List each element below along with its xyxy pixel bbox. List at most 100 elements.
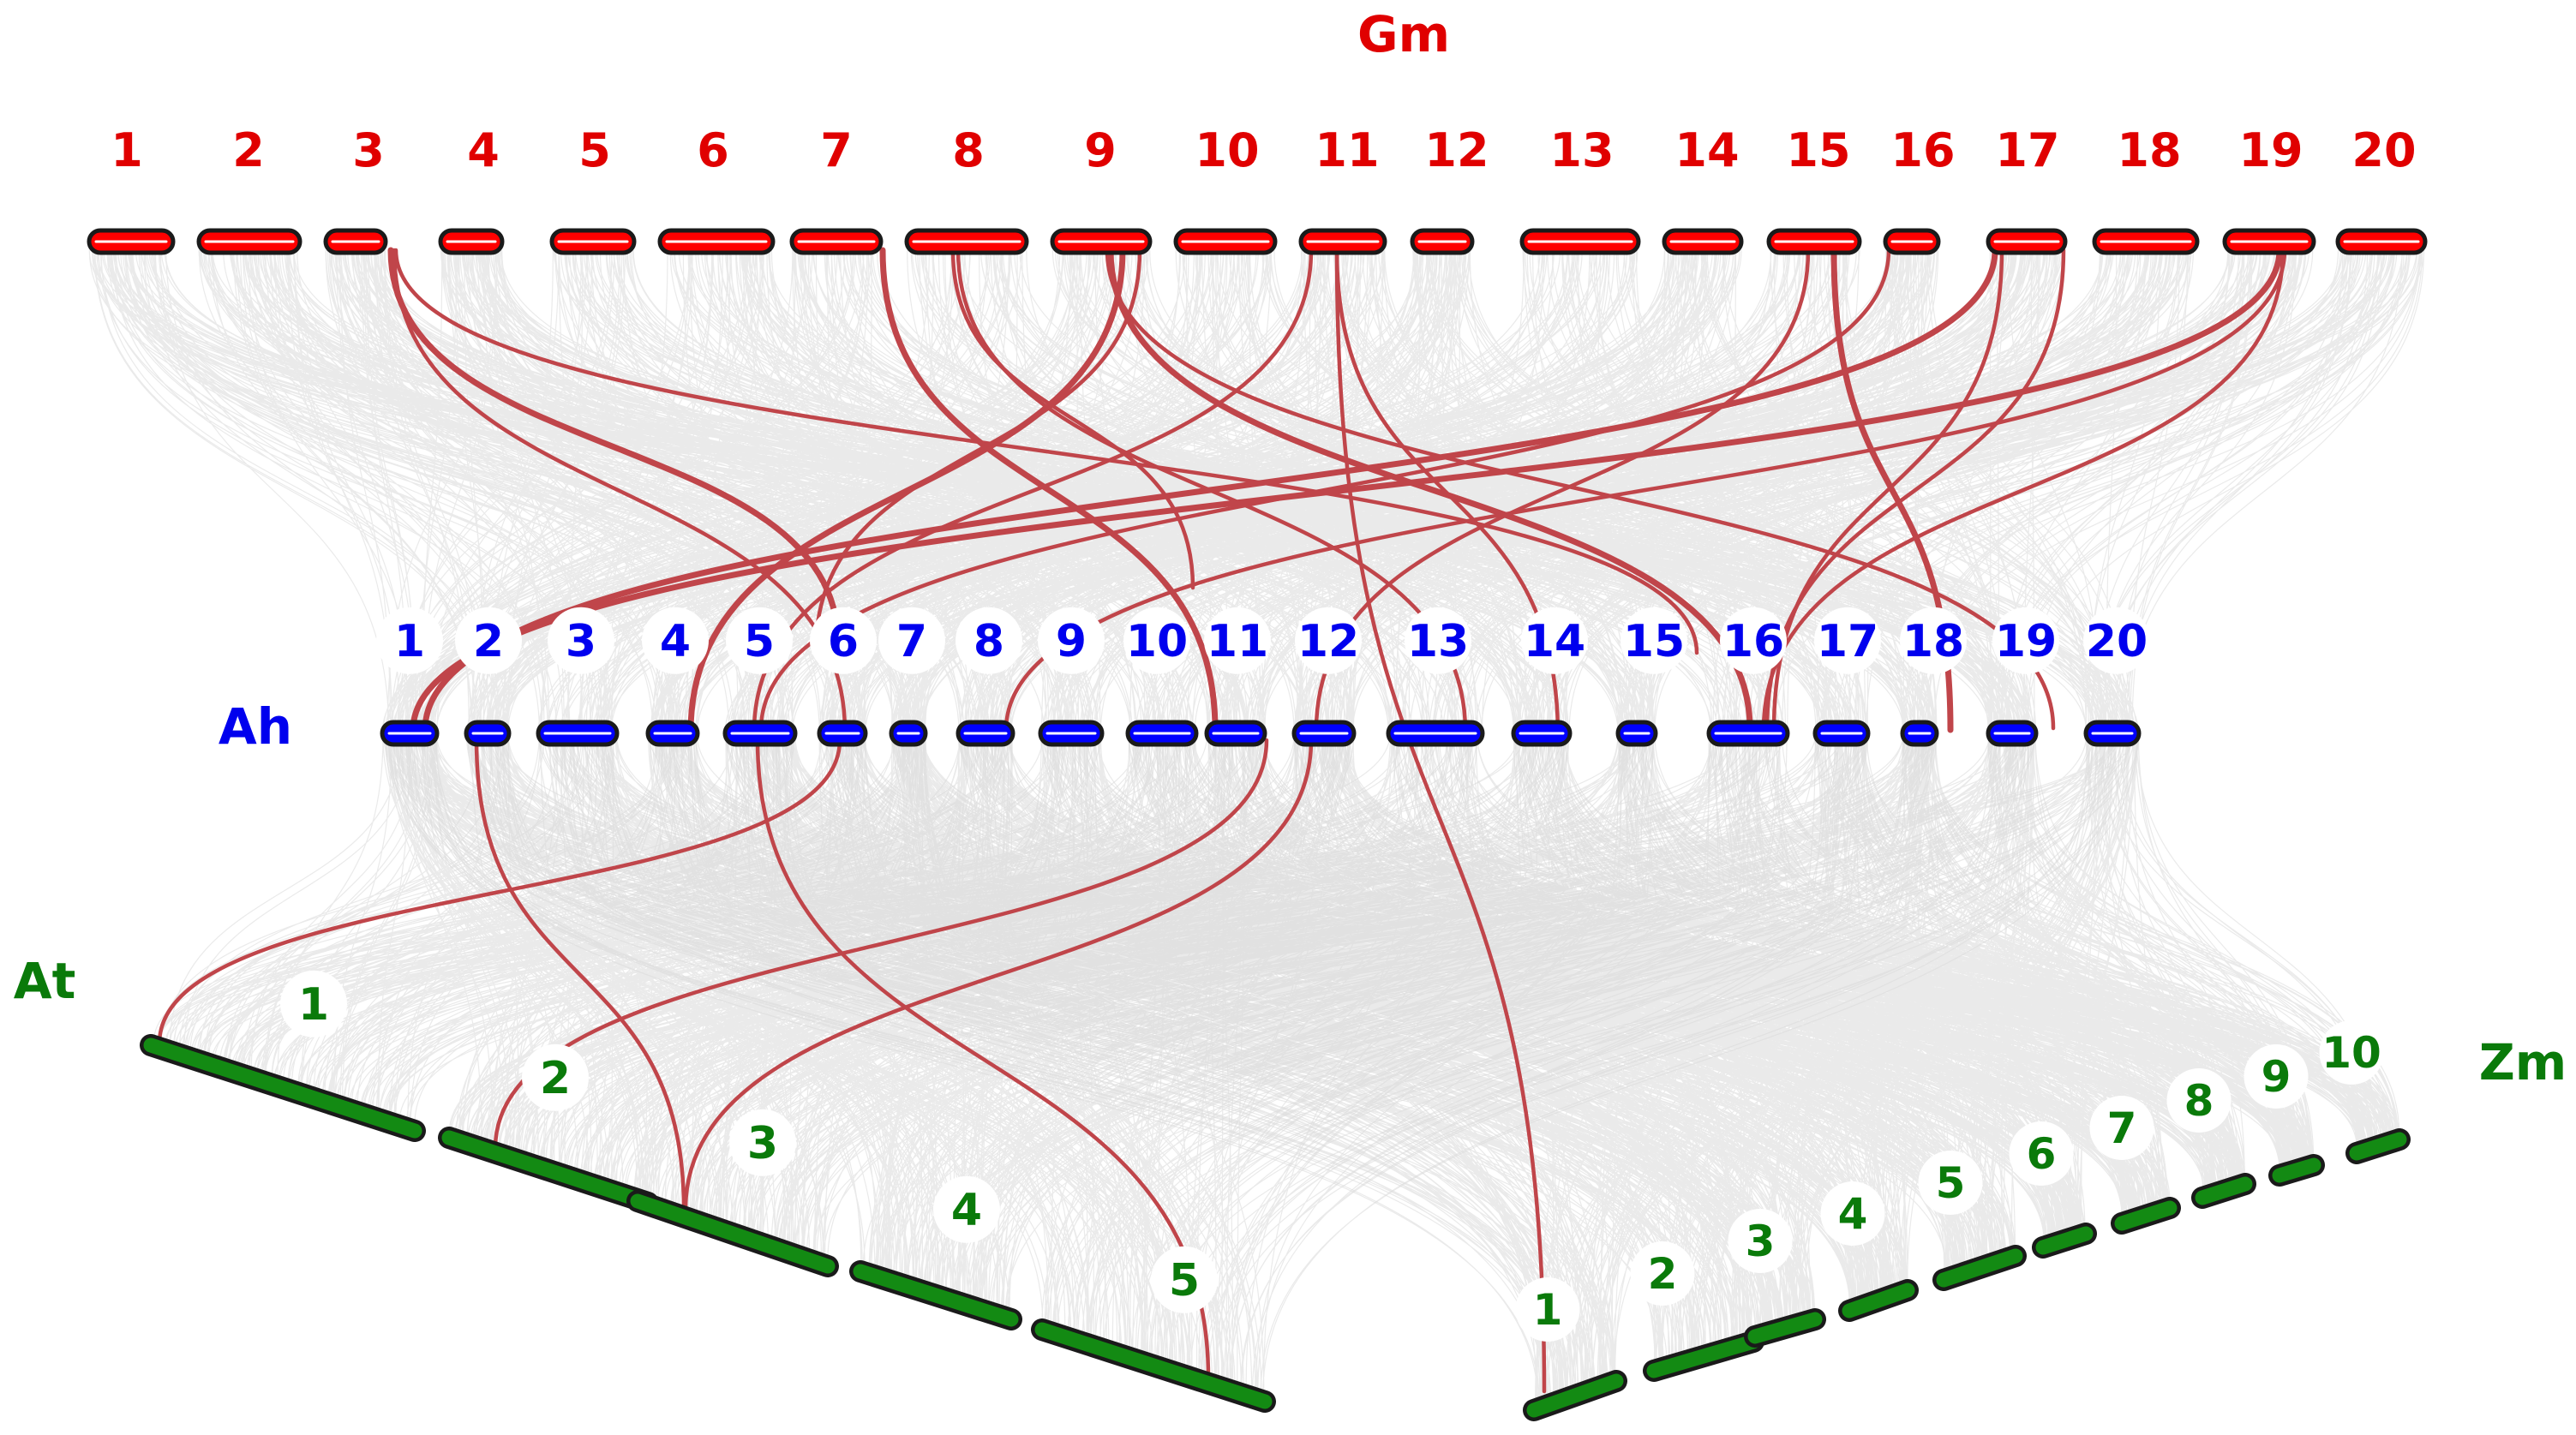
zm-chromosome-label-1: 1 bbox=[1533, 1285, 1563, 1335]
zm-chromosome-label-5: 5 bbox=[1936, 1158, 1966, 1208]
zm-chromosome-label-7: 7 bbox=[2107, 1103, 2137, 1153]
gm-chromosome-label-5: 5 bbox=[578, 123, 611, 177]
highlighted-link-ah-at bbox=[474, 738, 686, 1212]
zm-chromosome-bar-4 bbox=[1842, 1283, 1915, 1318]
gm-chromosome-label-16: 16 bbox=[1890, 123, 1955, 177]
highlighted-link-gm-ah bbox=[950, 248, 1195, 590]
at-chromosome-bar-5 bbox=[1034, 1322, 1273, 1409]
ah-chromosome-label-7-badge bbox=[878, 607, 945, 674]
ah-chromosome-label-14: 14 bbox=[1524, 616, 1585, 667]
ah-chromosome-label-3: 3 bbox=[566, 616, 596, 667]
highlighted-link-gm-ah bbox=[1107, 247, 1753, 732]
zm-chromosome-label-3: 3 bbox=[1746, 1217, 1776, 1266]
zm-chromosome-label-4-badge bbox=[1820, 1181, 1885, 1246]
ah-chromosome-label-11: 11 bbox=[1207, 616, 1268, 667]
gm-chromosome-label-4: 4 bbox=[467, 123, 500, 177]
highlighted-link-gm-ah bbox=[393, 248, 1699, 655]
ah-chromosome-label-13: 13 bbox=[1407, 616, 1469, 667]
at-chromosome-label-4-badge bbox=[933, 1175, 1000, 1243]
ah-chromosome-label-6: 6 bbox=[828, 616, 859, 667]
at-genome-label: At bbox=[14, 952, 76, 1010]
zm-chromosome-bar-7 bbox=[2114, 1200, 2178, 1231]
ah-chromosome-label-18: 18 bbox=[1902, 616, 1964, 667]
zm-chromosome-label-5-badge bbox=[1918, 1151, 1983, 1215]
gm-chromosome-label-10: 10 bbox=[1195, 123, 1259, 177]
zm-chromosome-label-1-badge bbox=[1515, 1277, 1580, 1342]
highlighted-link-gm-ah bbox=[410, 247, 2283, 733]
background-synteny-links bbox=[88, 249, 2425, 1405]
ah-chromosome-label-11-badge bbox=[1204, 607, 1271, 674]
gm-chromosome-label-1: 1 bbox=[111, 123, 143, 177]
gm-chromosome-label-2: 2 bbox=[232, 123, 265, 177]
zm-chromosome-label-2-badge bbox=[1630, 1241, 1695, 1306]
ah-chromosome-label-16-badge bbox=[1720, 607, 1787, 674]
zm-chromosome-bar-2 bbox=[1646, 1334, 1761, 1378]
ah-chromosome-label-5-badge bbox=[726, 607, 793, 674]
ah-chromosome-label-13-badge bbox=[1405, 607, 1471, 674]
at-chromosome-label-1: 1 bbox=[298, 979, 329, 1031]
ah-chromosome-label-12: 12 bbox=[1297, 616, 1359, 667]
ah-chromosome-label-15-badge bbox=[1620, 607, 1687, 674]
ah-chromosome-label-1-badge bbox=[376, 607, 443, 674]
zm-chromosome-bar-6 bbox=[2035, 1226, 2094, 1255]
highlighted-link-gm-ah bbox=[1761, 248, 2285, 732]
zm-genome-label: Zm bbox=[2479, 1033, 2567, 1091]
zm-chromosome-bar-5 bbox=[1936, 1248, 2023, 1288]
ah-chromosome-label-6-badge bbox=[810, 607, 877, 674]
gm-chromosome-label-11: 11 bbox=[1315, 123, 1379, 177]
ah-chromosome-label-20: 20 bbox=[2086, 616, 2148, 667]
gm-chromosome-label-14: 14 bbox=[1674, 123, 1739, 177]
ah-chromosome-label-17: 17 bbox=[1817, 616, 1878, 667]
gm-chromosome-label-18: 18 bbox=[2117, 123, 2181, 177]
highlighted-link-gm-ah bbox=[879, 247, 1219, 733]
zm-chromosome-bar-9 bbox=[2272, 1157, 2321, 1183]
chromosome-labels: 1 2 3 4 5 6 7 8 9 10 11 12 13 14 15 16 17 18 19 201 2 3 4 5 6 7 8 9… bbox=[111, 123, 2417, 1342]
ah-chromosome-label-9-badge bbox=[1038, 607, 1105, 674]
zm-chromosome-label-10: 10 bbox=[2321, 1028, 2381, 1078]
ah-chromosome-label-17-badge bbox=[1814, 607, 1881, 674]
gm-chromosome-label-15: 15 bbox=[1786, 123, 1850, 177]
zm-chromosome-label-10-badge bbox=[2319, 1020, 2384, 1085]
gm-genome-label: Gm bbox=[1357, 5, 1450, 63]
ah-chromosome-label-2-badge bbox=[455, 607, 522, 674]
highlighted-link-gm-ah bbox=[813, 248, 1142, 654]
zm-chromosome-label-8-badge bbox=[2166, 1068, 2232, 1133]
ah-chromosome-label-1: 1 bbox=[394, 616, 425, 667]
gm-chromosome-label-20: 20 bbox=[2351, 123, 2416, 177]
gm-chromosome-label-13: 13 bbox=[1549, 123, 1614, 177]
ah-zm-background-links bbox=[382, 732, 2400, 1405]
at-chromosome-label-5: 5 bbox=[1169, 1255, 1200, 1306]
zm-chromosome-bar-10 bbox=[2349, 1132, 2407, 1161]
ah-chromosome-label-19-badge bbox=[1992, 607, 2059, 674]
gm-chromosome-label-19: 19 bbox=[2238, 123, 2303, 177]
ah-chromosome-label-12-badge bbox=[1295, 607, 1362, 674]
gm-chromosome-label-7: 7 bbox=[820, 123, 853, 177]
at-chromosome-bar-1 bbox=[143, 1037, 422, 1139]
zm-chromosome-label-2: 2 bbox=[1648, 1249, 1678, 1299]
highlighted-link-ah-at bbox=[755, 738, 1211, 1380]
ah-chromosome-label-4: 4 bbox=[660, 616, 691, 667]
ah-chromosome-label-8: 8 bbox=[973, 616, 1004, 667]
zm-chromosome-label-9: 9 bbox=[2261, 1052, 2291, 1102]
gm-chromosome-label-12: 12 bbox=[1424, 123, 1489, 177]
zm-chromosome-label-3-badge bbox=[1728, 1209, 1793, 1273]
zm-chromosome-label-9-badge bbox=[2244, 1044, 2309, 1109]
at-chromosome-label-2: 2 bbox=[540, 1053, 571, 1104]
zm-chromosome-bar-1 bbox=[1526, 1373, 1624, 1418]
ah-chromosome-label-9: 9 bbox=[1056, 616, 1087, 667]
at-chromosome-bar-4 bbox=[853, 1264, 1019, 1327]
ah-chromosome-label-3-badge bbox=[548, 607, 614, 674]
highlighted-link-gm-ah bbox=[687, 247, 1126, 735]
at-chromosome-label-2-badge bbox=[522, 1043, 589, 1111]
gm-chromosome-label-17: 17 bbox=[1995, 123, 2059, 177]
zm-chromosome-label-8: 8 bbox=[2184, 1076, 2214, 1126]
ah-chromosome-label-10-badge bbox=[1123, 607, 1190, 674]
ah-chromosome-label-8-badge bbox=[956, 607, 1022, 674]
ah-chromosome-label-7: 7 bbox=[896, 616, 927, 667]
at-chromosome-label-5-badge bbox=[1151, 1246, 1218, 1313]
at-chromosome-bar-3 bbox=[630, 1193, 836, 1274]
at-chromosome-label-3-badge bbox=[729, 1109, 796, 1176]
zm-chromosome-bar-8 bbox=[2195, 1176, 2253, 1205]
ah-genome-label: Ah bbox=[219, 697, 292, 756]
at-chromosome-label-3: 3 bbox=[747, 1118, 778, 1169]
